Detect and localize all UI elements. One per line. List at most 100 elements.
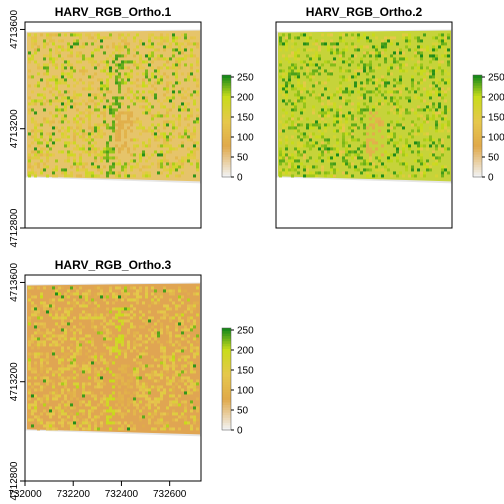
legend-color-step (473, 100, 482, 104)
legend-frame (472, 74, 483, 178)
legend-color-step (222, 120, 231, 124)
legend-color-step (222, 97, 231, 101)
legend-color-step (222, 401, 231, 405)
legend-color-step (222, 151, 231, 155)
legend-color-step (222, 338, 231, 342)
legend-color-step (222, 148, 231, 152)
legend-color-step (222, 384, 231, 388)
legend-color-step (222, 391, 231, 395)
legend-color-step (222, 141, 231, 145)
legend-color-step (222, 389, 231, 393)
legend-tick-label: 100 (237, 386, 254, 397)
plot-frame (275, 21, 453, 229)
legend-color-step (473, 87, 482, 91)
panel-title: HARV_RGB_Ortho.2 (306, 5, 423, 19)
legend-color-step (222, 166, 231, 170)
legend-color-step (222, 407, 231, 411)
raster-pixels (28, 33, 199, 178)
plot-frame (24, 274, 202, 482)
legend-color-step (473, 82, 482, 86)
legend-color-step (473, 103, 482, 107)
legend-color-step (222, 394, 231, 398)
legend-tick-label: 150 (237, 113, 254, 124)
legend-color-step (222, 80, 231, 84)
legend-color-step (222, 381, 231, 385)
legend-color-step (473, 164, 482, 168)
legend-color-step (222, 95, 231, 99)
legend-color-step (473, 113, 482, 117)
legend-color-step (222, 110, 231, 114)
legend-tick-label: 200 (237, 93, 254, 104)
legend-color-step (473, 90, 482, 94)
legend-color-step (473, 75, 482, 79)
legend-color-step (473, 161, 482, 165)
legend-color-step (222, 417, 231, 421)
legend-color-step (473, 156, 482, 160)
panel-1: HARV_RGB_Ortho.1 4712800 4713200 4713600 0 50… (9, 5, 254, 247)
y-tick-label: 4712800 (9, 461, 20, 500)
legend-color-step (473, 120, 482, 124)
legend-tick-label: 50 (488, 153, 500, 164)
legend-color-step (222, 379, 231, 383)
legend-color-step (222, 131, 231, 135)
legend-color-step (222, 373, 231, 377)
legend-color-step (222, 82, 231, 86)
legend-color-step (222, 363, 231, 367)
panel-title: HARV_RGB_Ortho.1 (55, 5, 172, 19)
legend-color-step (222, 128, 231, 132)
legend-tick-label: 250 (488, 73, 504, 84)
x-tick-label: 732200 (57, 489, 91, 500)
legend-tick-label: 0 (488, 173, 494, 184)
panel-title: HARV_RGB_Ortho.3 (55, 258, 172, 272)
legend-tick-label: 50 (237, 153, 249, 164)
legend-color-step (473, 105, 482, 109)
legend-color-step (473, 171, 482, 175)
legend-color-step (473, 166, 482, 170)
raster-pixels (279, 33, 450, 178)
legend-color-step (473, 95, 482, 99)
y-tick-label: 4713200 (9, 362, 20, 401)
legend-tick-label: 50 (237, 406, 249, 417)
legend-color-step (473, 138, 482, 142)
legend-color-step (222, 115, 231, 119)
legend-color-step (473, 128, 482, 132)
legend-color-step (222, 161, 231, 165)
legend-color-step (222, 422, 231, 426)
legend-tick-label: 0 (237, 426, 243, 437)
legend-color-step (473, 92, 482, 96)
legend-frame (221, 74, 232, 178)
legend-color-step (473, 97, 482, 101)
legend-color-step (222, 113, 231, 117)
legend-color-step (222, 353, 231, 357)
x-tick-label: 732600 (153, 489, 187, 500)
legend-color-step (222, 427, 231, 431)
legend-color-step (473, 146, 482, 150)
legend-color-step (473, 123, 482, 127)
legend-color-step (473, 174, 482, 178)
legend-color-step (222, 328, 231, 332)
legend-color-step (473, 133, 482, 137)
legend-color-step (473, 141, 482, 145)
legend-tick-label: 100 (488, 133, 504, 144)
legend-color-step (222, 399, 231, 403)
legend-color-step (222, 419, 231, 423)
legend-color-step (222, 138, 231, 142)
legend-color-step (473, 85, 482, 89)
legend-color-step (222, 404, 231, 408)
legend-color-step (222, 118, 231, 122)
legend-color-step (222, 371, 231, 375)
legend-color-step (222, 126, 231, 130)
legend-tick-label: 150 (237, 366, 254, 377)
legend-color-step (222, 376, 231, 380)
legend-color-step (222, 154, 231, 158)
legend-color-step (222, 156, 231, 160)
legend-color-step (222, 350, 231, 354)
legend-color-step (473, 143, 482, 147)
legend-color-step (222, 108, 231, 112)
plot-frame (24, 21, 202, 229)
legend-color-step (222, 361, 231, 365)
legend-color-step (222, 366, 231, 370)
legend-color-step (222, 90, 231, 94)
legend-color-step (222, 105, 231, 109)
legend-color-step (222, 159, 231, 163)
